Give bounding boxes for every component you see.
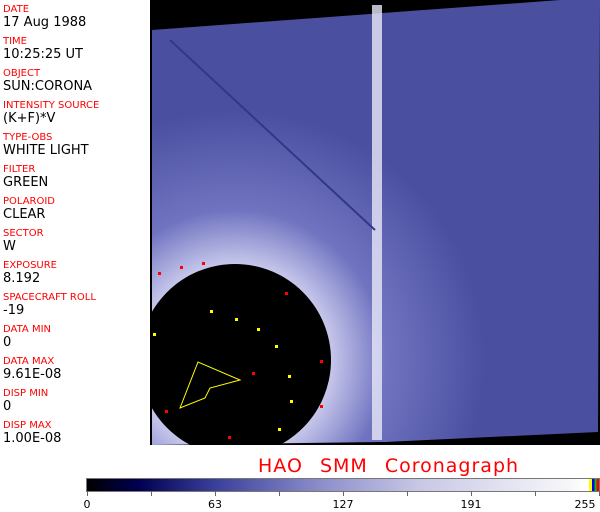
colorbar-end-colors (589, 479, 599, 491)
colorbar-tick (343, 491, 344, 496)
colorbar (86, 478, 600, 492)
field-exposure: EXPOSURE 8.192 (3, 260, 57, 286)
field-value: W (3, 239, 16, 254)
field-object: OBJECT SUN:CORONA (3, 68, 92, 94)
field-disp-min: DISP MIN 0 (3, 388, 48, 414)
field-label: SECTOR (3, 228, 44, 239)
field-value: 17 Aug 1988 (3, 15, 87, 30)
field-data-min: DATA MIN 0 (3, 324, 51, 350)
colorbar-tick (151, 491, 152, 496)
colorbar-tick-label: 127 (332, 498, 354, 511)
pylon-streak (372, 5, 382, 440)
field-value: -19 (3, 303, 25, 318)
field-label: TIME (3, 36, 28, 47)
colorbar-tick (535, 491, 536, 496)
colorbar-tick (471, 491, 472, 496)
field-label: POLAROID (3, 196, 56, 207)
field-value: 0 (3, 335, 12, 350)
coronagraph-image (150, 0, 600, 445)
plot-title: HAO SMM Coronagraph (258, 455, 520, 477)
colorbar-tick (87, 491, 88, 496)
field-label: DATE (3, 4, 30, 15)
field-type-obs: TYPE-OBS WHITE LIGHT (3, 132, 89, 158)
colorbar-tick-label: 0 (83, 498, 91, 511)
field-value: CLEAR (3, 207, 46, 222)
field-value: SUN:CORONA (3, 79, 93, 94)
field-value: 8.192 (3, 271, 41, 286)
field-value: 10:25:25 UT (3, 47, 83, 62)
field-date: DATE 17 Aug 1988 (3, 4, 86, 30)
field-label: DATA MIN (3, 324, 51, 335)
field-label: INTENSITY SOURCE (3, 100, 100, 111)
field-value: 0 (3, 399, 12, 414)
field-data-max: DATA MAX 9.61E-08 (3, 356, 61, 382)
field-value: GREEN (3, 175, 49, 190)
field-spacecraft-roll: SPACECRAFT ROLL -19 (3, 292, 96, 318)
colorbar-tick (279, 491, 280, 496)
field-label: DISP MIN (3, 388, 49, 399)
field-label: OBJECT (3, 68, 41, 79)
colorbar-tick-label: 191 (460, 498, 482, 511)
yellow-outline (179, 361, 242, 409)
field-label: EXPOSURE (3, 260, 58, 271)
field-label: DISP MAX (3, 420, 52, 431)
field-value: WHITE LIGHT (3, 143, 89, 158)
colorbar-tick (407, 491, 408, 496)
colorbar-tick (215, 491, 216, 496)
field-label: DATA MAX (3, 356, 55, 367)
field-value: 1.00E-08 (3, 431, 62, 446)
field-time: TIME 10:25:25 UT (3, 36, 83, 62)
colorbar-tick-label: 63 (208, 498, 222, 511)
field-sector: SECTOR W (3, 228, 44, 254)
field-value: 9.61E-08 (3, 367, 62, 382)
field-label: SPACECRAFT ROLL (3, 292, 96, 303)
field-label: FILTER (3, 164, 36, 175)
field-polaroid: POLAROID CLEAR (3, 196, 55, 222)
field-label: TYPE-OBS (3, 132, 53, 143)
field-filter: FILTER GREEN (3, 164, 48, 190)
field-value: (K+F)*V (3, 111, 56, 126)
field-disp-max: DISP MAX 1.00E-08 (3, 420, 61, 446)
info-panel (0, 0, 150, 445)
occulter-disk (150, 264, 331, 445)
field-intensity-source: INTENSITY SOURCE (K+F)*V (3, 100, 99, 126)
colorbar-tick-label: 255 (574, 498, 596, 511)
